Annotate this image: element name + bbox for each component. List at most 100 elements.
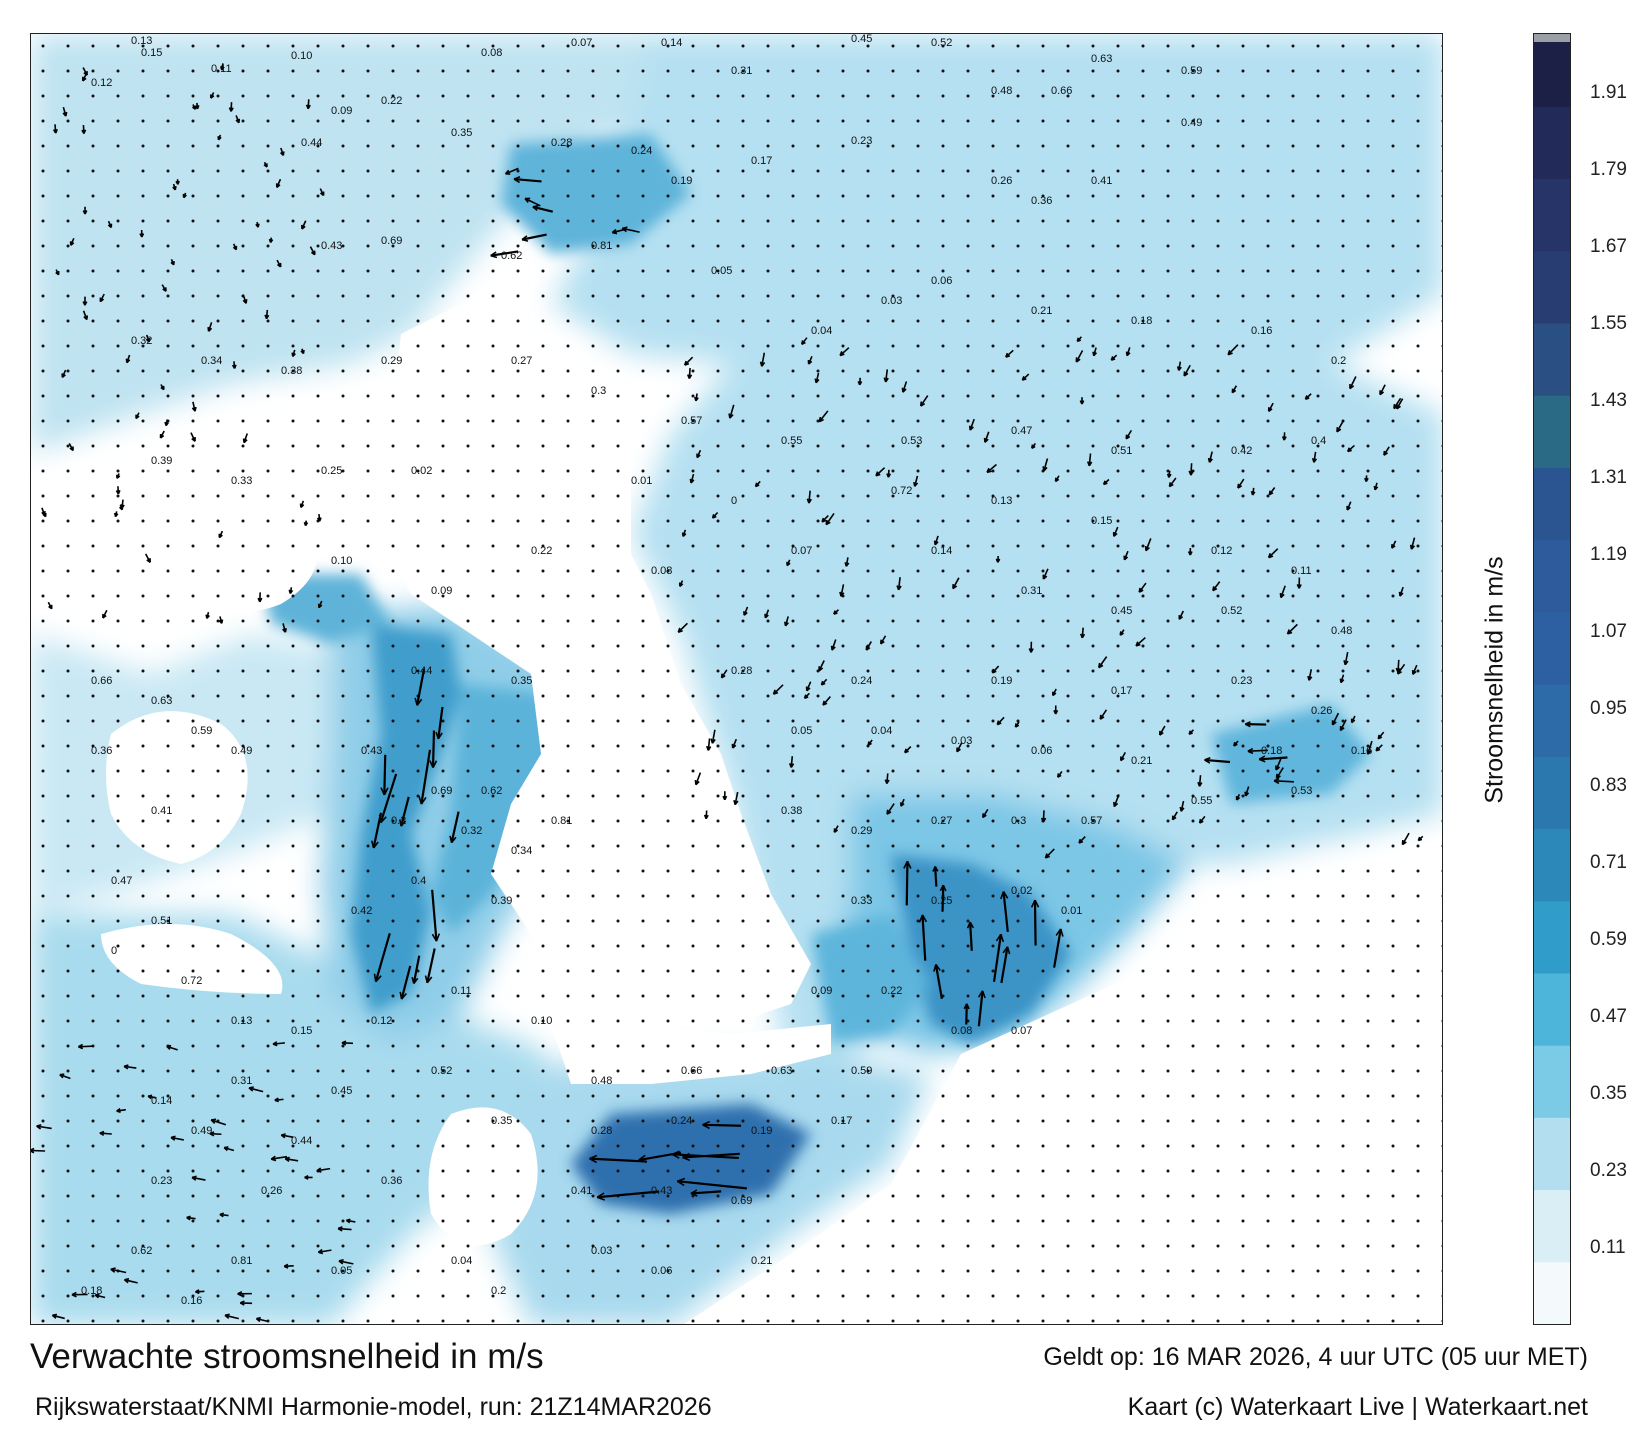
vector-grid-dot — [1116, 1069, 1120, 1073]
vector-grid-dot — [416, 1069, 420, 1073]
vector-grid-dot — [466, 1044, 470, 1048]
vector-grid-dot — [466, 1094, 470, 1098]
vector-grid-dot — [141, 1194, 145, 1198]
speed-label: 0.39 — [151, 455, 172, 467]
vector-grid-dot — [566, 344, 570, 348]
vector-grid-dot — [1391, 119, 1395, 123]
vector-grid-dot — [641, 294, 645, 298]
current-arrow — [242, 294, 248, 304]
speed-label: 0.43 — [361, 745, 382, 757]
vector-grid-dot — [1216, 844, 1220, 848]
vector-grid-dot — [1241, 169, 1245, 173]
vector-grid-dot — [1216, 244, 1220, 248]
speed-label: 0.52 — [431, 1065, 452, 1077]
vector-grid-dot — [916, 194, 920, 198]
vector-grid-dot — [241, 244, 245, 248]
vector-grid-dot — [591, 144, 595, 148]
vector-grid-dot — [1241, 444, 1245, 448]
vector-grid-dot — [1041, 1194, 1045, 1198]
vector-grid-dot — [691, 569, 695, 573]
vector-grid-dot — [1191, 494, 1195, 498]
vector-grid-dot — [366, 219, 370, 223]
vector-grid-dot — [766, 944, 770, 948]
vector-grid-dot — [916, 1319, 920, 1323]
vector-grid-dot — [1341, 744, 1345, 748]
vector-grid-dot — [966, 644, 970, 648]
current-speed-map[interactable]: 0.13 0.15 0.12 0.11 0.10 0.09 0.22 0.08 0.07 0.14… — [30, 33, 1443, 1325]
vector-grid-dot — [191, 1219, 195, 1223]
vector-grid-dot — [1416, 1144, 1420, 1148]
vector-grid-dot — [691, 669, 695, 673]
vector-grid-dot — [1066, 1269, 1070, 1273]
vector-grid-dot — [1216, 219, 1220, 223]
vector-grid-dot — [1216, 1019, 1220, 1023]
vector-grid-dot — [1016, 569, 1020, 573]
vector-grid-dot — [541, 519, 545, 523]
vector-grid-dot — [1066, 294, 1070, 298]
vector-grid-dot — [166, 569, 170, 573]
vector-grid-dot — [1416, 1319, 1420, 1323]
vector-grid-dot — [316, 44, 320, 48]
vector-grid-dot — [991, 319, 995, 323]
vector-grid-dot — [66, 394, 70, 398]
vector-grid-dot — [41, 369, 45, 373]
vector-grid-dot — [416, 119, 420, 123]
vector-grid-dot — [1191, 919, 1195, 923]
vector-grid-dot — [1416, 919, 1420, 923]
current-arrow — [1375, 744, 1383, 752]
vector-grid-dot — [91, 569, 95, 573]
vector-grid-dot — [566, 919, 570, 923]
vector-grid-dot — [566, 894, 570, 898]
vector-grid-dot — [1141, 169, 1145, 173]
vector-grid-dot — [1266, 694, 1270, 698]
vector-grid-dot — [691, 444, 695, 448]
vector-grid-dot — [491, 244, 495, 248]
vector-grid-dot — [391, 519, 395, 523]
vector-grid-dot — [966, 194, 970, 198]
current-arrow — [1307, 669, 1313, 681]
current-arrow — [1042, 458, 1049, 472]
vector-grid-dot — [266, 619, 270, 623]
colorbar-tick-label: 0.71 — [1590, 852, 1627, 874]
current-arrow — [115, 486, 121, 495]
vector-grid-dot — [741, 219, 745, 223]
vector-grid-dot — [316, 1019, 320, 1023]
speed-label: 0.19 — [751, 1125, 772, 1137]
vector-grid-dot — [1066, 994, 1070, 998]
vector-grid-dot — [1316, 819, 1320, 823]
current-arrow — [913, 475, 919, 487]
vector-grid-dot — [791, 994, 795, 998]
vector-grid-dot — [791, 719, 795, 723]
vector-grid-dot — [766, 769, 770, 773]
vector-grid-dot — [141, 1244, 145, 1248]
vector-grid-dot — [1216, 319, 1220, 323]
vector-grid-dot — [91, 719, 95, 723]
vector-grid-dot — [1191, 1169, 1195, 1173]
vector-grid-dot — [216, 644, 220, 648]
vector-grid-dot — [1291, 1119, 1295, 1123]
current-arrow — [309, 246, 316, 256]
vector-grid-dot — [1291, 894, 1295, 898]
vector-grid-dot — [1116, 1144, 1120, 1148]
current-arrow — [805, 681, 812, 692]
vector-grid-dot — [191, 944, 195, 948]
vector-grid-dot — [316, 344, 320, 348]
vector-grid-dot — [541, 944, 545, 948]
vector-grid-dot — [816, 1244, 820, 1248]
vector-grid-dot — [1291, 94, 1295, 98]
vector-grid-dot — [616, 694, 620, 698]
vector-grid-dot — [41, 1019, 45, 1023]
current-arrow — [983, 431, 990, 443]
vector-grid-dot — [466, 44, 470, 48]
vector-grid-dot — [741, 1269, 745, 1273]
current-arrow — [317, 1248, 332, 1255]
vector-grid-dot — [691, 519, 695, 523]
vector-grid-dot — [1266, 794, 1270, 798]
vector-grid-dot — [491, 319, 495, 323]
vector-grid-dot — [466, 694, 470, 698]
vector-grid-dot — [1441, 719, 1442, 723]
vector-grid-dot — [491, 69, 495, 73]
vector-grid-dot — [1091, 1244, 1095, 1248]
vector-grid-dot — [641, 469, 645, 473]
speed-label: 0.22 — [531, 545, 552, 557]
